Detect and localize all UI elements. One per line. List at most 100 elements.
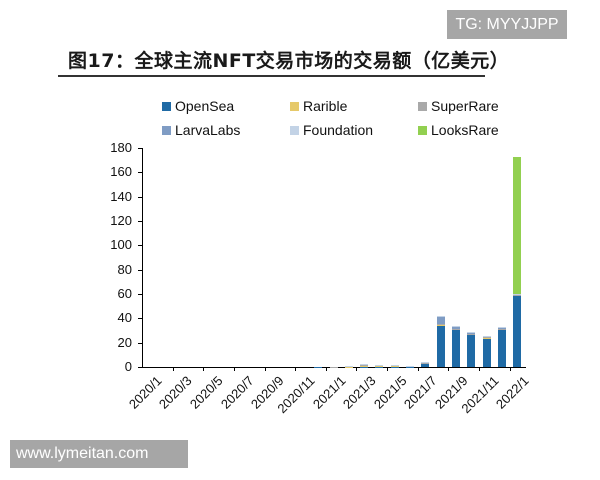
bar-segment-foundation bbox=[360, 363, 369, 365]
bar-segment-larvalabs bbox=[513, 294, 522, 295]
bar-segment-opensea bbox=[436, 325, 445, 367]
y-tick bbox=[138, 221, 142, 222]
y-tick bbox=[138, 270, 142, 271]
legend-item-opensea: OpenSea bbox=[162, 98, 234, 114]
bar-segment-rarible bbox=[482, 337, 491, 339]
bar-segment-superrare bbox=[498, 328, 507, 330]
bar-segment-opensea bbox=[513, 295, 522, 367]
bar-segment-opensea bbox=[452, 329, 461, 367]
x-tick bbox=[356, 367, 357, 371]
bar-segment-rarible bbox=[406, 366, 415, 367]
bar-segment-foundation bbox=[344, 365, 353, 367]
y-tick-label: 100 bbox=[110, 237, 132, 253]
bar-segment-foundation bbox=[482, 335, 491, 337]
chart-title: 图17：全球主流NFT交易市场的交易额（亿美元） bbox=[68, 50, 510, 72]
bar-segment-opensea bbox=[482, 337, 491, 367]
bar-segment-superrare bbox=[390, 365, 399, 367]
legend-item-foundation: Foundation bbox=[290, 122, 373, 138]
bar-segment-foundation bbox=[436, 315, 445, 317]
legend-label: Foundation bbox=[303, 122, 374, 138]
bar-segment-foundation bbox=[390, 365, 399, 366]
y-tick-label: 160 bbox=[110, 164, 132, 180]
y-tick bbox=[138, 367, 142, 368]
x-tick bbox=[448, 367, 449, 371]
bar-segment-opensea bbox=[421, 363, 430, 367]
bar-segment-opensea bbox=[498, 329, 507, 367]
x-tick bbox=[510, 367, 511, 371]
y-axis bbox=[142, 148, 143, 368]
y-tick-label: 20 bbox=[117, 334, 132, 350]
y-tick-label: 40 bbox=[117, 310, 132, 326]
y-tick bbox=[138, 148, 142, 149]
bar-segment-superrare bbox=[375, 365, 384, 367]
y-tick-label: 140 bbox=[110, 188, 132, 204]
legend-item-looksrare: LooksRare bbox=[418, 122, 499, 138]
bar-segment-rarible bbox=[360, 366, 369, 367]
y-tick bbox=[138, 343, 142, 344]
bar-segment-opensea bbox=[467, 334, 476, 367]
bar-segment-foundation bbox=[467, 331, 476, 333]
bar-segment-larvalabs bbox=[436, 316, 445, 325]
x-tick bbox=[265, 367, 266, 371]
bar-segment-foundation bbox=[452, 325, 461, 327]
bar-segment-rarible bbox=[344, 366, 353, 368]
bar-segment-rarible bbox=[513, 295, 522, 296]
x-tick bbox=[326, 367, 327, 371]
legend-label: LooksRare bbox=[431, 122, 499, 138]
y-tick bbox=[138, 197, 142, 198]
x-axis bbox=[142, 367, 526, 368]
x-tick bbox=[418, 367, 419, 371]
bar-segment-superrare bbox=[360, 364, 369, 367]
bar-segment-foundation bbox=[421, 362, 430, 363]
legend-label: LarvaLabs bbox=[175, 122, 241, 138]
legend-label: OpenSea bbox=[175, 98, 235, 114]
x-tick bbox=[479, 367, 480, 371]
bar-segment-larvalabs bbox=[498, 327, 507, 329]
y-tick bbox=[138, 172, 142, 173]
bar-segment-superrare bbox=[421, 362, 430, 364]
legend-item-superrare: SuperRare bbox=[418, 98, 499, 114]
bar-segment-foundation bbox=[513, 293, 522, 295]
bar-segment-rarible bbox=[390, 366, 399, 367]
legend-item-larvalabs: LarvaLabs bbox=[162, 122, 240, 138]
y-tick bbox=[138, 318, 142, 319]
bar-segment-larvalabs bbox=[344, 365, 353, 367]
bar-segment-larvalabs bbox=[467, 332, 476, 334]
bar-segment-larvalabs bbox=[452, 326, 461, 329]
bar-segment-larvalabs bbox=[482, 336, 491, 338]
bar-segment-looksrare bbox=[513, 157, 522, 294]
y-tick bbox=[138, 245, 142, 246]
legend-swatch bbox=[418, 125, 427, 135]
legend-swatch bbox=[162, 101, 171, 111]
title-underline bbox=[58, 75, 485, 77]
x-tick bbox=[387, 367, 388, 371]
legend-item-rarible: Rarible bbox=[290, 98, 347, 114]
x-tick bbox=[234, 367, 235, 371]
bar-segment-superrare bbox=[436, 324, 445, 325]
legend-label: SuperRare bbox=[431, 98, 499, 114]
bar-segment-opensea bbox=[314, 366, 323, 368]
watermark-bottom: www.lymeitan.com bbox=[10, 440, 188, 468]
bar-segment-foundation bbox=[498, 326, 507, 328]
legend-swatch bbox=[162, 125, 171, 135]
bar-segment-rarible bbox=[421, 362, 430, 364]
bar-segment-superrare bbox=[329, 366, 338, 368]
legend-swatch bbox=[290, 125, 299, 135]
bar-segment-rarible bbox=[436, 324, 445, 326]
y-tick-label: 180 bbox=[110, 140, 132, 155]
bar-segment-superrare bbox=[513, 294, 522, 296]
y-tick-label: 0 bbox=[124, 359, 132, 374]
bar-segment-superrare bbox=[482, 337, 491, 338]
bar-segment-rarible bbox=[498, 329, 507, 330]
legend-swatch bbox=[418, 101, 427, 111]
bar-segment-superrare bbox=[467, 333, 476, 335]
legend-label: Rarible bbox=[303, 98, 348, 114]
bar-segment-rarible bbox=[452, 329, 461, 330]
x-tick bbox=[203, 367, 204, 371]
x-tick bbox=[173, 367, 174, 371]
bar-segment-larvalabs bbox=[421, 362, 430, 363]
y-tick-label: 80 bbox=[117, 261, 132, 277]
y-tick bbox=[138, 294, 142, 295]
bar-segment-rarible bbox=[375, 366, 384, 367]
